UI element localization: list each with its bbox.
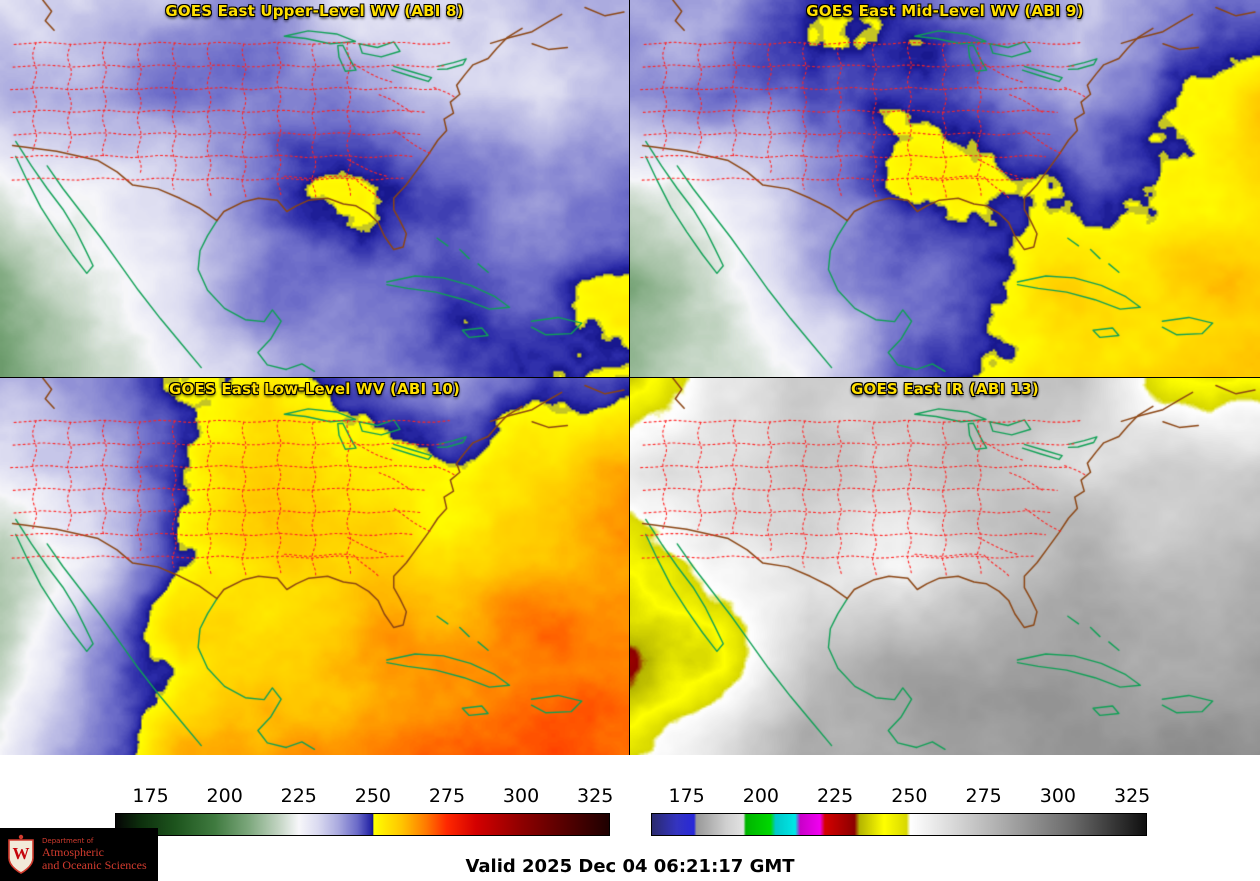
map-overlay-abi13 — [630, 378, 1260, 755]
panel-title-abi10: GOES East Low-Level WV (ABI 10) — [168, 380, 461, 398]
panel-title-abi9: GOES East Mid-Level WV (ABI 9) — [806, 2, 1084, 20]
colorbar-tick-label: 250 — [891, 785, 928, 807]
colorbar-tick-label: 275 — [428, 785, 466, 807]
valid-time-label: Valid 2025 Dec 04 06:21:17 GMT — [465, 856, 795, 877]
map-overlay-abi9 — [630, 0, 1260, 377]
uw-aos-logo: W Department of Atmospheric and Oceanic … — [0, 828, 158, 881]
logo-text: Department of Atmospheric and Oceanic Sc… — [42, 837, 147, 872]
panel-title-abi13: GOES East IR (ABI 13) — [850, 380, 1039, 398]
logo-atmospheric-line: Atmospheric — [42, 845, 104, 859]
colorbar-tick-label: 325 — [1114, 785, 1151, 807]
colorbar-tick-label: 200 — [742, 785, 780, 807]
colorbar-tick-label: 175 — [668, 785, 705, 807]
panel-abi9: GOES East Mid-Level WV (ABI 9) — [630, 0, 1260, 377]
colorbar-tick-label: 300 — [502, 785, 540, 807]
panel-abi13: GOES East IR (ABI 13) — [630, 378, 1260, 755]
wv-colorbar: 175 200 225 250 275 300 325 — [115, 785, 614, 837]
panel-abi8: GOES East Upper-Level WV (ABI 8) — [0, 0, 629, 377]
uw-crest-icon: W — [8, 834, 34, 874]
ir-colorbar-gradient — [651, 813, 1147, 836]
footer: 175 200 225 250 275 300 325 175 200 225 250 275 300… — [0, 755, 1260, 881]
colorbar-tick-label: 225 — [817, 785, 854, 807]
logo-oceanic-line: and Oceanic Sciences — [42, 858, 147, 872]
colorbar-tick-label: 250 — [354, 785, 391, 807]
panel-abi10: GOES East Low-Level WV (ABI 10) — [0, 378, 629, 755]
colorbar-tick-label: 300 — [1039, 785, 1077, 807]
colorbar-tick-label: 225 — [280, 785, 317, 807]
wv-colorbar-gradient — [115, 813, 610, 836]
map-overlay-abi10 — [0, 378, 629, 755]
panel-title-abi8: GOES East Upper-Level WV (ABI 8) — [165, 2, 464, 20]
ir-colorbar: 175 200 225 250 275 300 325 — [651, 785, 1151, 837]
map-overlay-abi8 — [0, 0, 629, 377]
logo-dept-line: Department of — [42, 837, 94, 845]
colorbar-tick-label: 175 — [132, 785, 169, 807]
satellite-panel-grid: GOES East Upper-Level WV (ABI 8) GOES Eas… — [0, 0, 1260, 755]
colorbar-tick-label: 200 — [206, 785, 243, 807]
crest-letter: W — [13, 844, 30, 863]
colorbar-tick-label: 275 — [965, 785, 1002, 807]
colorbar-tick-label: 325 — [577, 785, 614, 807]
